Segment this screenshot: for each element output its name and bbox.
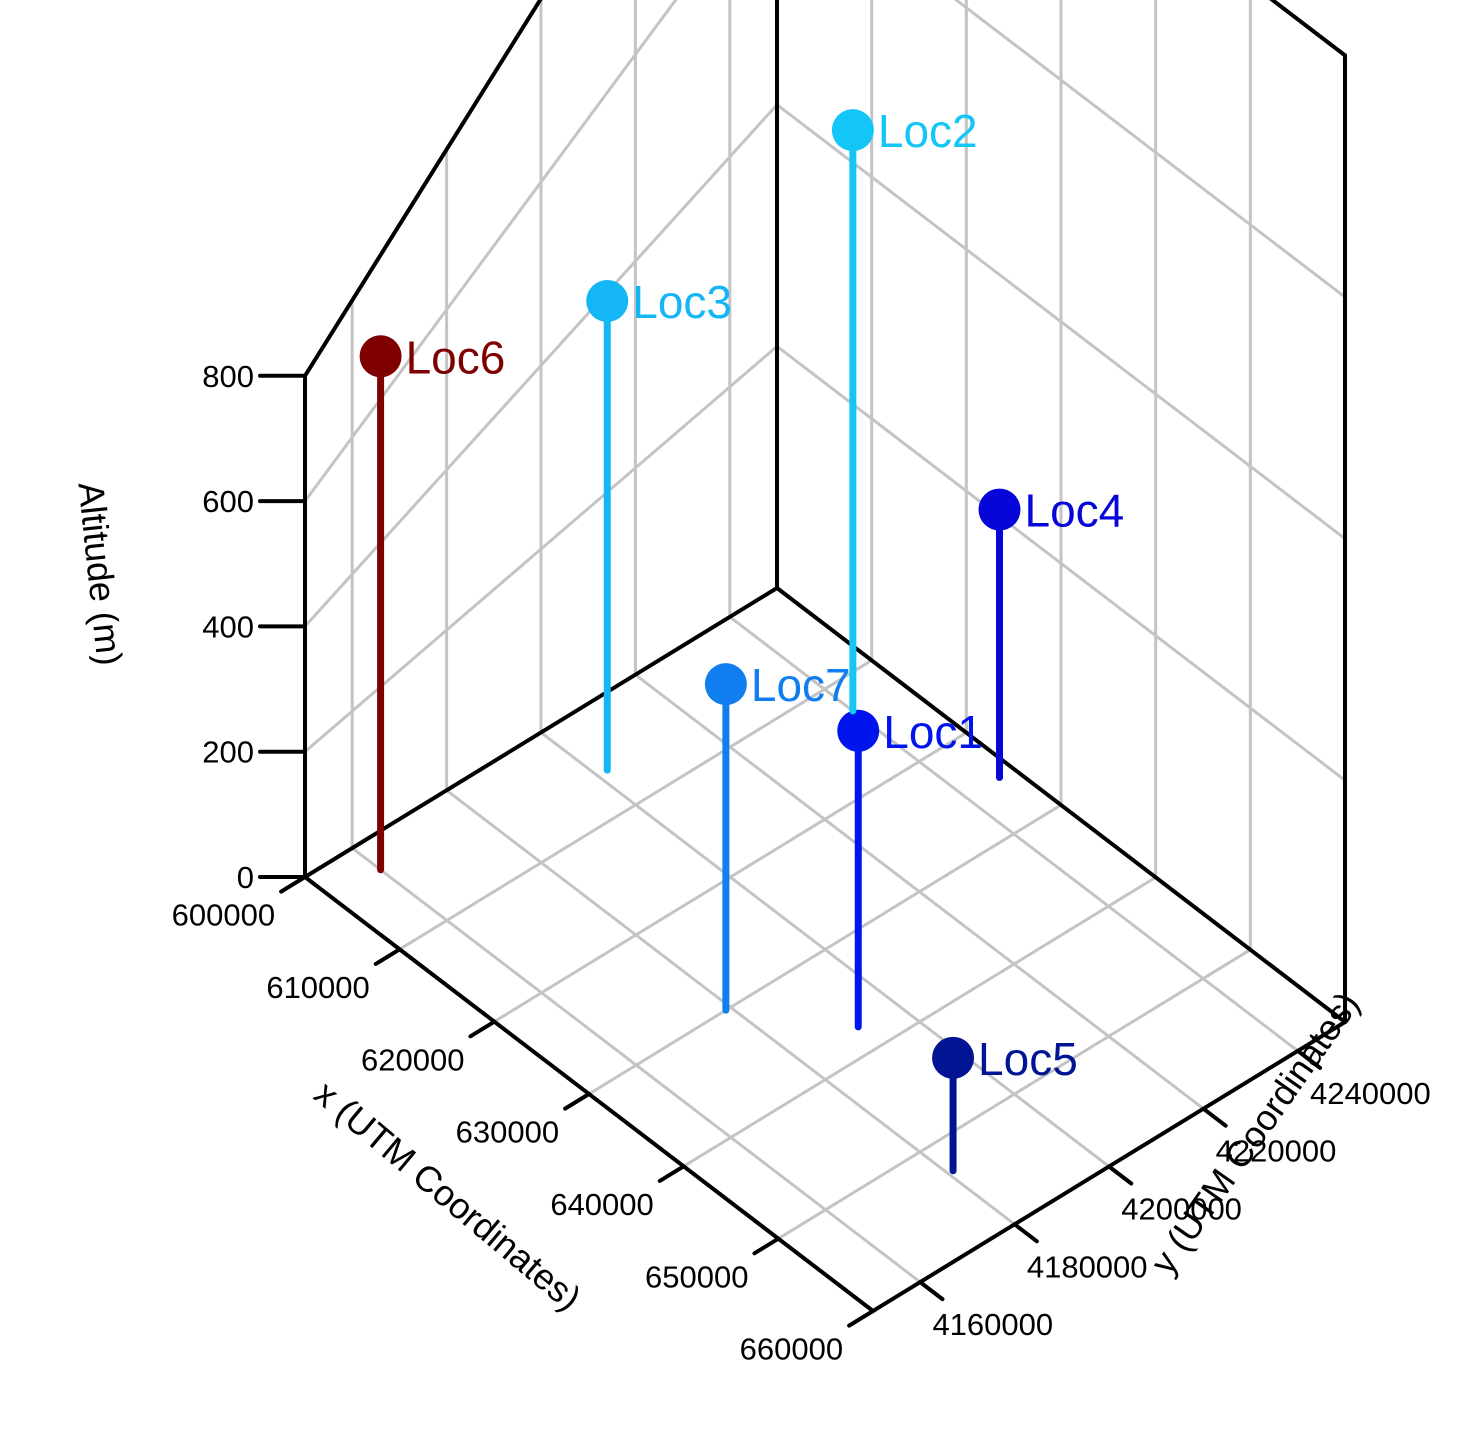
data-point: Loc6 xyxy=(359,331,506,874)
z-tick-label: 400 xyxy=(202,609,254,644)
point-marker xyxy=(932,1036,975,1079)
point-marker xyxy=(586,279,629,322)
point-label: Loc4 xyxy=(1025,485,1125,537)
data-point: Loc2 xyxy=(831,105,978,715)
z-tick-label: 800 xyxy=(202,359,254,394)
y-tick-label: 4200000 xyxy=(1121,1191,1242,1226)
point-label: Loc6 xyxy=(406,331,506,383)
z-tick-label: 200 xyxy=(202,735,254,770)
x-tick-label: 660000 xyxy=(740,1332,843,1367)
point-label: Loc3 xyxy=(632,276,732,328)
grid-line xyxy=(728,615,1300,1053)
grid-line xyxy=(350,846,922,1284)
x-tick xyxy=(657,1164,686,1183)
point-label: Loc5 xyxy=(978,1033,1078,1085)
data-point: Loc1 xyxy=(837,706,983,1031)
point-label: Loc7 xyxy=(751,659,851,711)
grid-line xyxy=(539,731,1111,1168)
y-tick xyxy=(1012,1222,1039,1244)
axis-ticks: 600000 610000 620000 630000 640000 650000 6600… xyxy=(172,359,1431,1367)
x-tick-label: 620000 xyxy=(361,1042,464,1077)
data-point: Loc7 xyxy=(704,659,851,1014)
y-tick xyxy=(1107,1164,1134,1186)
point-marker xyxy=(704,663,747,706)
point-marker xyxy=(831,109,874,152)
point-label: Loc1 xyxy=(883,706,983,758)
grid-line xyxy=(953,0,1347,299)
y-tick-label: 4180000 xyxy=(1027,1249,1148,1284)
x-tick-label: 640000 xyxy=(550,1187,653,1222)
x-tick xyxy=(373,947,402,966)
x-tick xyxy=(468,1019,497,1039)
z-axis-title: Altitude (m) xyxy=(70,480,130,667)
point-marker xyxy=(978,488,1021,531)
data-point: Loc4 xyxy=(978,485,1125,782)
point-label: Loc2 xyxy=(878,105,978,157)
wall-edge xyxy=(303,0,543,378)
grid-line xyxy=(633,673,1205,1111)
x-tick-label: 630000 xyxy=(456,1115,559,1150)
y-tick xyxy=(918,1280,945,1302)
x-tick-label: 600000 xyxy=(172,898,275,933)
y-tick-label: 4240000 xyxy=(1310,1076,1431,1111)
grid-line xyxy=(445,788,1017,1226)
x-tick xyxy=(279,875,307,894)
z-tick-label: 600 xyxy=(202,484,254,519)
point-marker xyxy=(359,335,402,378)
x-axis-title: x (UTM Coordinates) xyxy=(307,1072,589,1318)
x-tick xyxy=(563,1092,591,1111)
z-tick-label: 0 xyxy=(237,860,254,895)
data-points: Loc1 Loc2 Loc3 Loc4 Loc5 Loc6 Loc7 xyxy=(359,105,1125,1175)
y-tick-label: 4220000 xyxy=(1216,1134,1337,1169)
floor-edge xyxy=(775,586,1347,1024)
y-tick xyxy=(1295,1048,1323,1070)
grid-line xyxy=(775,344,1347,782)
x-tick xyxy=(847,1309,875,1328)
x-tick xyxy=(752,1236,781,1256)
point-marker xyxy=(837,709,880,752)
data-point: Loc3 xyxy=(586,276,732,774)
grid-line xyxy=(775,103,1347,541)
y-tick xyxy=(1201,1106,1228,1128)
x-tick-label: 650000 xyxy=(645,1259,748,1294)
x-tick-label: 610000 xyxy=(266,970,369,1005)
y-tick-label: 4160000 xyxy=(932,1307,1053,1342)
data-point: Loc5 xyxy=(932,1033,1078,1175)
